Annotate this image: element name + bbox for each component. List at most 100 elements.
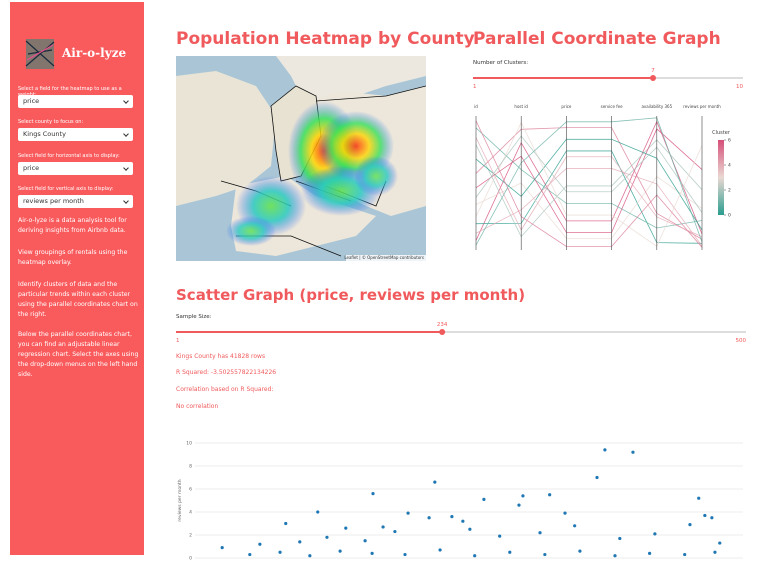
section-title: Parallel Coordinate Graph: [473, 29, 721, 49]
scatter-point: [718, 541, 722, 545]
slider-value: 7: [651, 68, 655, 74]
y-tick-label: 4: [189, 510, 192, 516]
select[interactable]: price: [18, 162, 133, 175]
axis-name: id: [474, 104, 478, 109]
scatter-point: [427, 516, 431, 520]
heatmap-map[interactable]: Leaflet | © OpenStreetMap contributors: [176, 56, 426, 261]
scatter-point: [473, 554, 477, 558]
paragraph: View groupings of rentals using the heat…: [18, 249, 128, 266]
scatter-point: [248, 552, 252, 557]
scatter-point: [278, 550, 282, 554]
scatter-point: [363, 539, 367, 543]
section-title: Scatter Graph (price, reviews per month): [176, 286, 526, 304]
parallel-line: [475, 139, 703, 238]
scatter-point: [595, 475, 599, 480]
scatter-point: [603, 448, 607, 452]
scatter-point: [578, 549, 582, 553]
paragraph: Below the parallel coordinates chart, yo…: [18, 331, 139, 378]
scatter-point: [468, 527, 472, 531]
parallel-line: [475, 135, 703, 213]
scatter-point: [710, 516, 714, 520]
parallel-line: [475, 121, 703, 247]
scatter-point: [713, 550, 717, 554]
app-title: Air-o-lyze: [62, 46, 127, 60]
scatter-point: [325, 535, 329, 539]
parallel-line: [475, 138, 703, 231]
slider-label: Number of Clusters:: [473, 60, 529, 66]
scatter-point: [703, 513, 707, 518]
y-tick-label: 10: [186, 441, 192, 447]
scatter-point: [482, 497, 486, 501]
scatter-point: [548, 493, 552, 497]
parallel-line: [475, 127, 703, 229]
section-title: Population Heatmap by County: [176, 29, 475, 49]
parallel-line: [475, 117, 703, 246]
colorbar-tick-label: 6: [728, 138, 731, 144]
y-axis-label: reviews per month: [177, 479, 183, 521]
scatter-point: [438, 548, 442, 552]
slider-label: Sample Size:: [176, 314, 212, 320]
y-tick-label: 0: [189, 556, 192, 562]
slider[interactable]: 7 1 10: [470, 64, 746, 92]
slider-handle: [650, 75, 656, 81]
stat-text: No correlation: [176, 403, 219, 410]
scatter-point: [648, 551, 652, 555]
scatter-point: [403, 552, 407, 557]
stat-text: R Squared: -3.502557822134226: [176, 369, 277, 376]
axis-name: reviews per month: [683, 104, 721, 109]
sidebar: Air-o-lyze Select a field for the heatma…: [10, 2, 144, 555]
select[interactable]: reviews per month: [18, 195, 133, 208]
scatter-point: [517, 503, 521, 507]
scatter-point: [538, 531, 542, 535]
axis-name: service fee: [601, 104, 623, 109]
parallel-line: [475, 127, 703, 240]
scatter-point: [521, 494, 525, 498]
select[interactable]: Kings County: [18, 128, 133, 141]
scatter-point: [406, 511, 410, 515]
scatter-point: [543, 552, 547, 557]
scatter-point: [688, 523, 692, 527]
scatter-point: [298, 540, 302, 544]
scatter-chart: 0 2 4 6 8 10 reviews per month: [177, 441, 743, 562]
parallel-chart: id host id price service fee availability 36…: [474, 104, 731, 250]
stat-text: Kings County has 41828 rows: [176, 353, 266, 360]
scatter-point: [508, 550, 512, 554]
axis-name: availability 365: [641, 104, 672, 109]
scatter-point: [344, 526, 348, 530]
stat-text: Correlation based on R Squared:: [176, 386, 274, 393]
scatter-point: [370, 551, 374, 555]
parallel-line: [475, 137, 703, 237]
colorbar-title: Cluster: [712, 130, 731, 136]
paragraph: Identify clusters of data and the partic…: [18, 281, 138, 318]
select[interactable]: price: [18, 95, 133, 108]
colorbar-tick-label: 0: [728, 213, 731, 219]
colorbar: [718, 140, 724, 215]
scatter-point: [316, 510, 320, 514]
scatter-point: [618, 536, 622, 541]
scatter-point: [284, 521, 288, 526]
scatter-point: [563, 511, 567, 515]
scatter-point: [631, 450, 635, 454]
parallel-line: [475, 120, 703, 248]
scatter-point: [697, 496, 701, 500]
slider-handle: [439, 329, 446, 335]
scatter-point: [498, 534, 502, 538]
scatter-point: [220, 546, 224, 550]
slider-max: 500: [736, 338, 747, 344]
slider-min: 1: [473, 84, 477, 90]
slider-value: 234: [437, 322, 448, 328]
parallel-line: [475, 120, 703, 241]
colorbar-tick-label: 2: [728, 188, 731, 194]
logo: [25, 39, 55, 69]
axis-name: host id: [514, 104, 528, 109]
scatter-point: [573, 524, 577, 528]
scatter-point: [613, 554, 617, 558]
slider[interactable]: 234 1 500: [173, 318, 749, 346]
scatter-point: [450, 515, 454, 519]
scatter-point: [258, 542, 262, 546]
slider-min: 1: [176, 338, 180, 344]
scatter-point: [371, 492, 375, 496]
parallel-line: [475, 150, 703, 244]
colorbar-tick-label: 4: [728, 163, 731, 169]
